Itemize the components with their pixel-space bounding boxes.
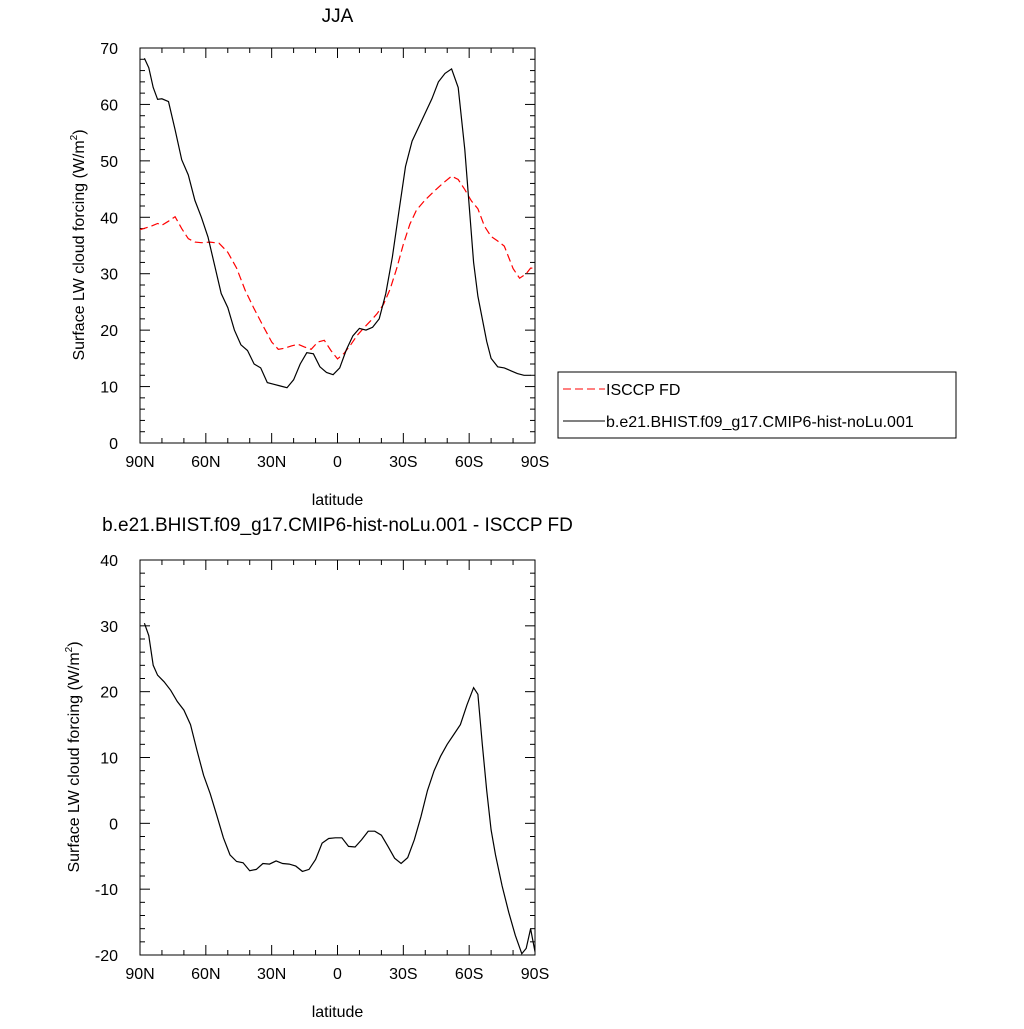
legend: ISCCP FD b.e21.BHIST.f09_g17.CMIP6-hist-… bbox=[557, 371, 957, 439]
top-panel-jja: JJA 90N 60N 30N 0 30S 60S 90S 0 10 20 30 40 50 60 70 l… bbox=[69, 6, 957, 509]
y-tick-label: 20 bbox=[100, 323, 118, 340]
series-line-isccp-fd bbox=[139, 175, 535, 360]
legend-label-isccp-fd: ISCCP FD bbox=[606, 382, 680, 399]
x-tick-label: 90N bbox=[125, 454, 154, 471]
y-tick-label: 70 bbox=[100, 41, 118, 58]
top-panel-xlabel: latitude bbox=[312, 492, 364, 509]
x-tick-label: 0 bbox=[333, 966, 342, 983]
bottom-panel-ylabel-superscript: 2 bbox=[64, 646, 75, 652]
series-line-model bbox=[143, 57, 531, 389]
legend-label-model: b.e21.BHIST.f09_g17.CMIP6-hist-noLu.001 bbox=[606, 414, 914, 431]
bottom-panel-ylabel-end: ) bbox=[66, 641, 83, 646]
top-panel-ticks: 90N 60N 30N 0 30S 60S 90S 0 10 20 30 40 50 60 70 bbox=[100, 41, 549, 471]
y-tick-label: 10 bbox=[100, 380, 118, 397]
top-panel-ylabel-main: Surface LW cloud forcing (W/m bbox=[71, 140, 88, 360]
series-line-difference bbox=[143, 623, 536, 955]
y-tick-label: -10 bbox=[95, 882, 118, 899]
y-tick-label: 10 bbox=[100, 751, 118, 768]
bottom-panel-xlabel: latitude bbox=[312, 1004, 364, 1021]
x-tick-label: 60N bbox=[191, 454, 220, 471]
x-tick-label: 60S bbox=[455, 966, 483, 983]
bottom-panel-series bbox=[143, 623, 536, 955]
bottom-panel-ylabel-main: Surface LW cloud forcing (W/m bbox=[66, 652, 83, 872]
y-tick-label: 40 bbox=[100, 553, 118, 570]
top-panel-ylabel: Surface LW cloud forcing (W/m2) bbox=[69, 129, 88, 360]
y-tick-label: 0 bbox=[109, 436, 118, 453]
bottom-panel-ylabel: Surface LW cloud forcing (W/m2) bbox=[64, 641, 83, 872]
legend-box bbox=[557, 371, 957, 439]
y-tick-label: 20 bbox=[100, 685, 118, 702]
x-tick-label: 60N bbox=[191, 966, 220, 983]
bottom-panel-title: b.e21.BHIST.f09_g17.CMIP6-hist-noLu.001 … bbox=[102, 515, 573, 536]
bottom-panel-difference: b.e21.BHIST.f09_g17.CMIP6-hist-noLu.001 … bbox=[64, 515, 573, 1021]
top-panel-series bbox=[139, 57, 535, 389]
bottom-panel-ticks: 90N 60N 30N 0 30S 60S 90S -20 -10 0 10 20 30 40 bbox=[95, 553, 549, 983]
top-panel-title: JJA bbox=[322, 6, 354, 27]
top-panel-ylabel-end: ) bbox=[71, 129, 88, 134]
x-tick-label: 30N bbox=[257, 966, 286, 983]
y-tick-label: 30 bbox=[100, 619, 118, 636]
top-panel-ylabel-superscript: 2 bbox=[69, 134, 80, 140]
y-tick-label: -20 bbox=[95, 948, 118, 965]
y-tick-label: 50 bbox=[100, 154, 118, 171]
x-tick-label: 0 bbox=[333, 454, 342, 471]
x-tick-label: 90N bbox=[125, 966, 154, 983]
y-tick-label: 40 bbox=[100, 210, 118, 227]
y-tick-label: 0 bbox=[109, 816, 118, 833]
y-tick-label: 60 bbox=[100, 97, 118, 114]
x-tick-label: 30S bbox=[389, 966, 417, 983]
x-tick-label: 30S bbox=[389, 454, 417, 471]
top-panel-plot-frame bbox=[139, 47, 536, 444]
x-tick-label: 90S bbox=[521, 966, 549, 983]
x-tick-label: 30N bbox=[257, 454, 286, 471]
y-tick-label: 30 bbox=[100, 267, 118, 284]
x-tick-label: 60S bbox=[455, 454, 483, 471]
x-tick-label: 90S bbox=[521, 454, 549, 471]
